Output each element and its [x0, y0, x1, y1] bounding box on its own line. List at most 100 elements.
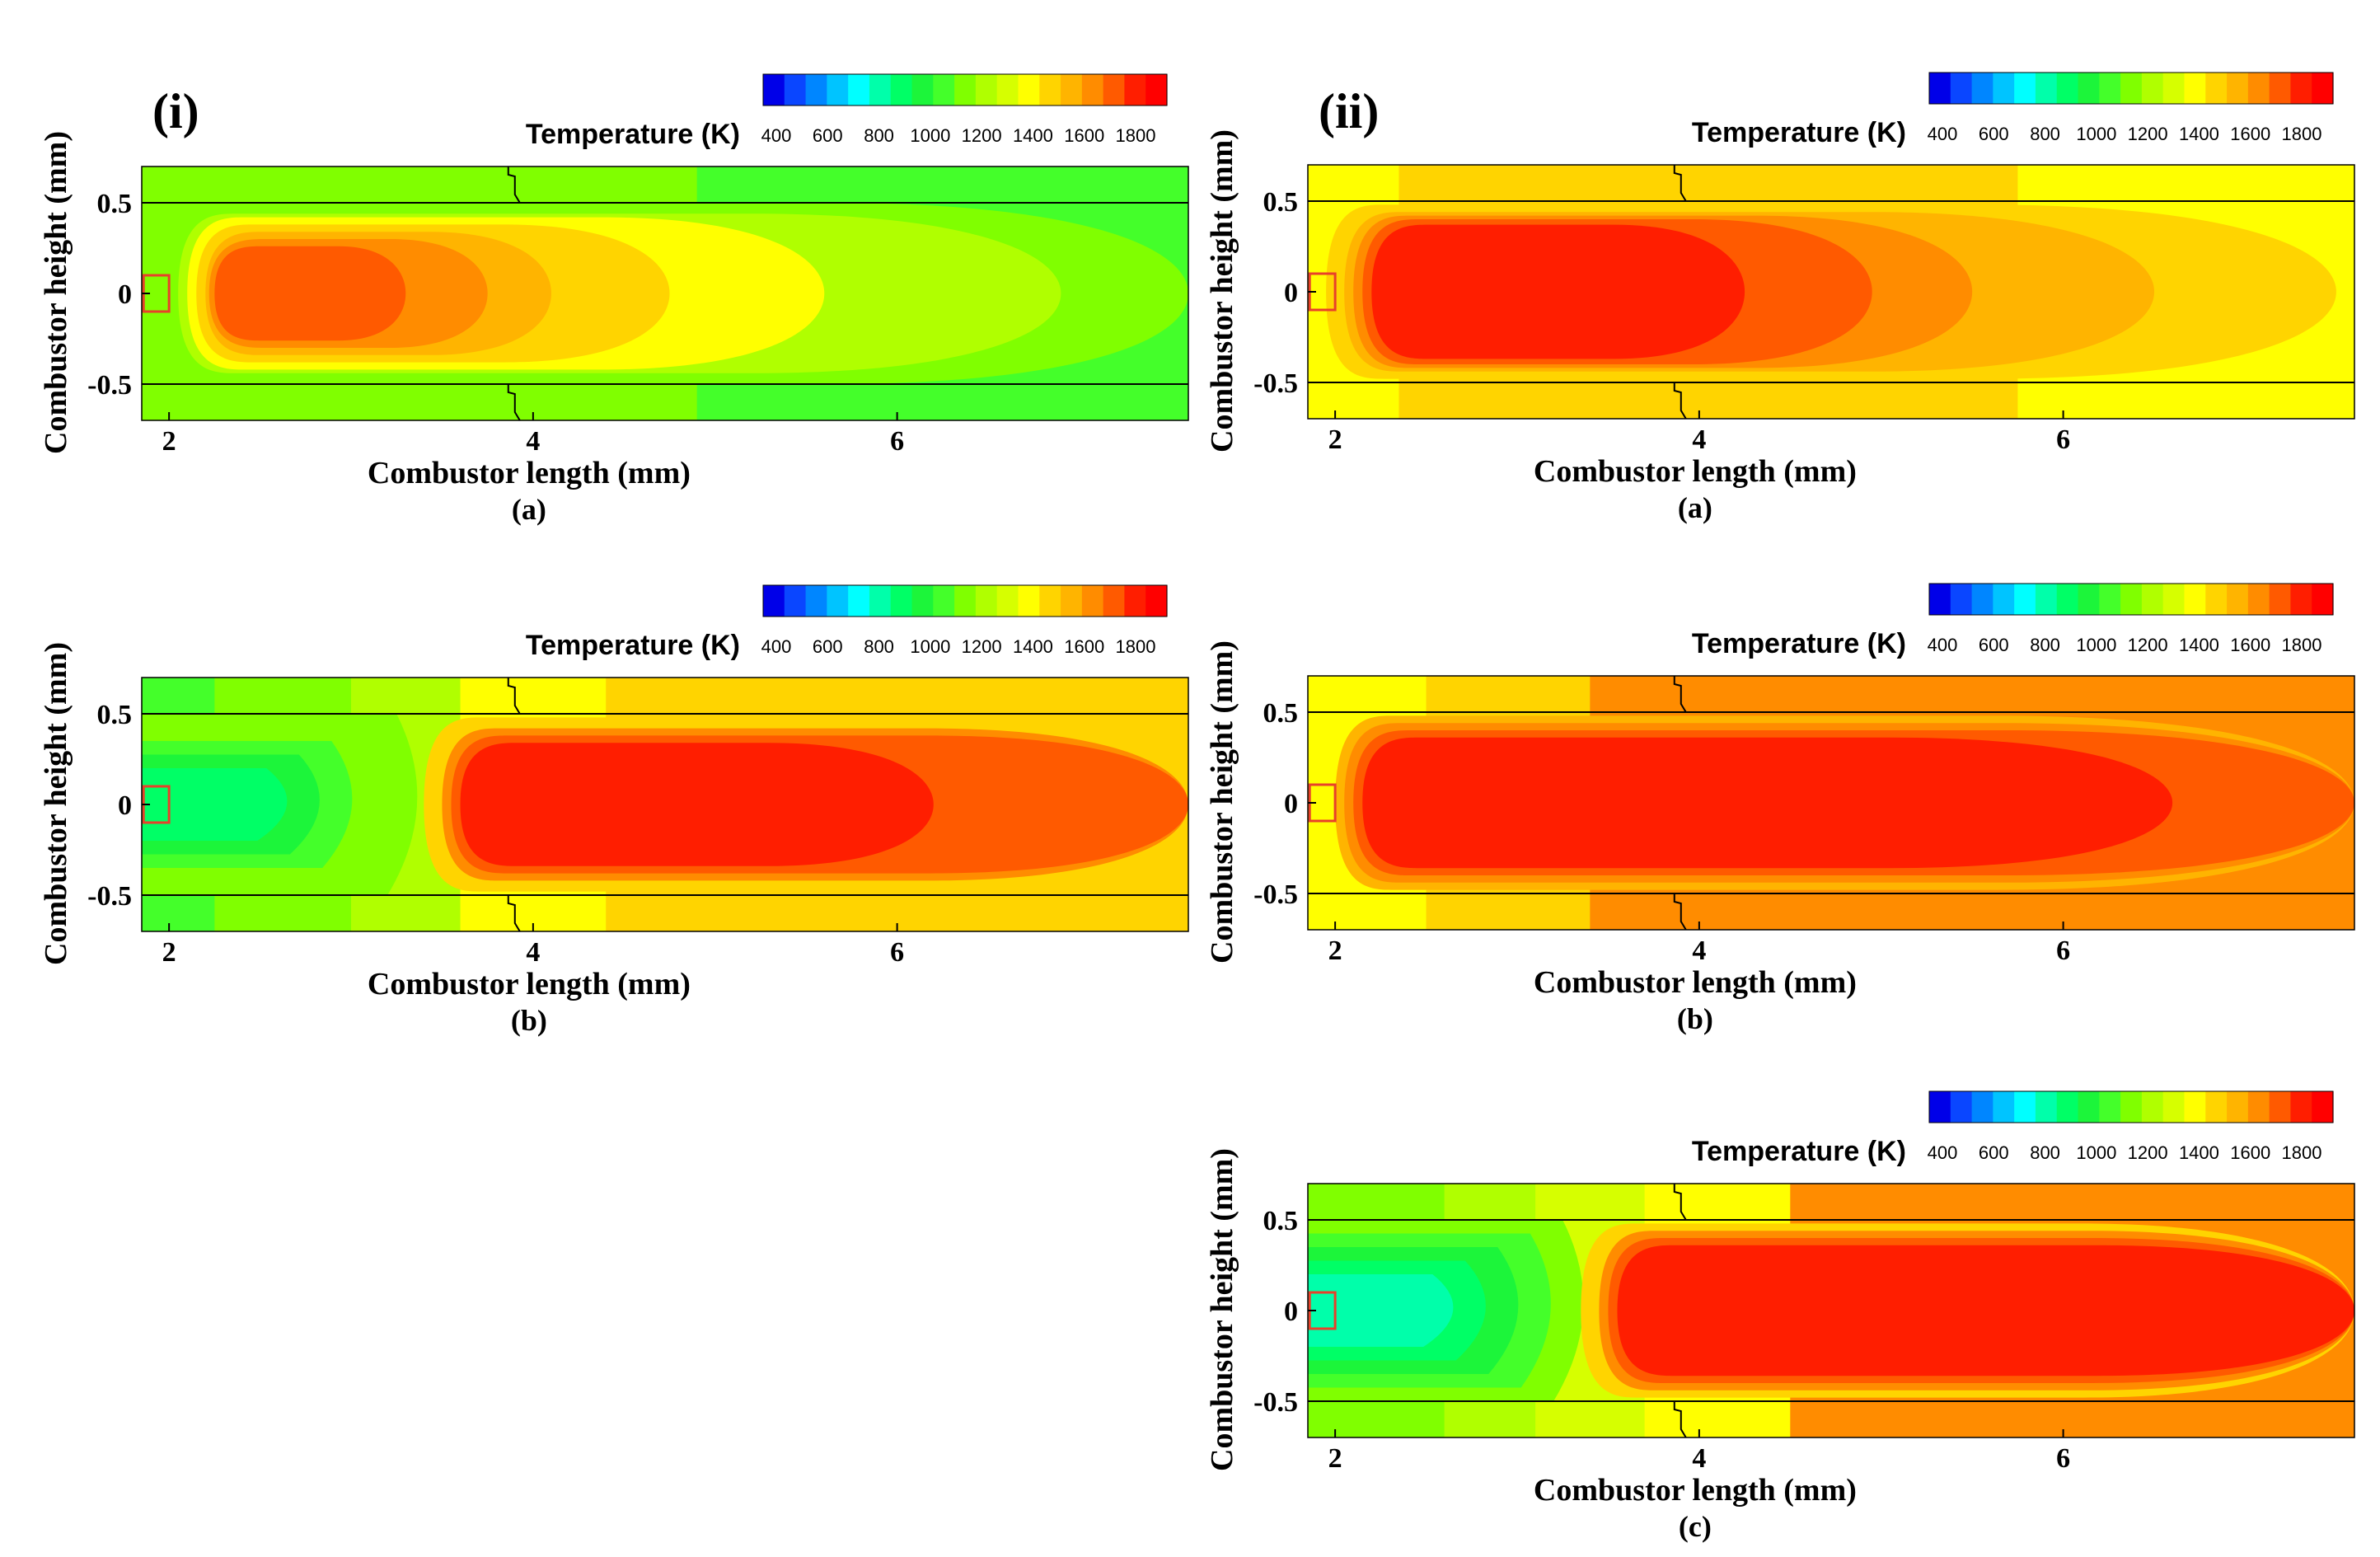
- colorbar-swatch: [2227, 584, 2249, 615]
- y-axis-label: Combustor height (mm): [1205, 129, 1239, 453]
- colorbar-swatch: [2184, 584, 2206, 615]
- colorbar-swatch: [975, 74, 998, 106]
- temperature-field: [1308, 676, 2354, 930]
- colorbar-swatch: [2078, 73, 2100, 104]
- y-tick-label: -0.5: [1253, 368, 1298, 399]
- colorbar-tick-label: 1200: [962, 636, 1002, 657]
- colorbar-tick-label: 1200: [2128, 635, 2168, 655]
- colorbar-swatch: [2290, 73, 2312, 104]
- colorbar-swatch: [763, 74, 785, 106]
- x-tick-label: 4: [1692, 1443, 1706, 1474]
- colorbar-swatch: [2227, 73, 2249, 104]
- y-tick-label: 0.5: [97, 189, 133, 219]
- temperature-field: [142, 166, 1188, 420]
- wall-interface-mark: [1673, 382, 1687, 420]
- x-tick-label: 2: [162, 937, 176, 968]
- colorbar-tick-label: 800: [2030, 635, 2060, 655]
- colorbar-tick-label: 600: [1979, 124, 2009, 144]
- colorbar-swatch: [1103, 585, 1126, 617]
- wall-interface-mark: [1673, 165, 1687, 202]
- colorbar: Temperature (K) 400 600 800 1000 1200 1400 1600…: [1692, 72, 2334, 148]
- colorbar-swatch: [2205, 1091, 2228, 1123]
- colorbar-title: Temperature (K): [1692, 1136, 1906, 1167]
- temperature-field: [1308, 165, 2354, 419]
- colorbar-tick-label: 1600: [1064, 125, 1104, 146]
- y-axis-label: Combustor height (mm): [39, 131, 73, 454]
- colorbar-tick-label: 1600: [2230, 635, 2270, 655]
- colorbar-swatch: [2035, 73, 2058, 104]
- isotherm-contour: [214, 246, 406, 341]
- colorbar-tick-label: 1000: [2076, 635, 2116, 655]
- isotherm-contour: [1362, 737, 2173, 869]
- colorbar-swatch: [2014, 584, 2036, 615]
- panel-caption: (a): [1678, 491, 1712, 524]
- y-axis-label: Combustor height (mm): [39, 642, 73, 965]
- colorbar-tick-label: 600: [1979, 635, 2009, 655]
- colorbar-tick-label: 1800: [2282, 1142, 2322, 1163]
- colorbar-swatch: [1061, 74, 1083, 106]
- colorbar: Temperature (K) 400 600 800 1000 1200 1400 1600…: [1692, 1090, 2334, 1167]
- colorbar-swatch: [2099, 584, 2121, 615]
- x-axis-label: Combustor length (mm): [1534, 1473, 1857, 1508]
- colorbar-swatch: [1929, 584, 1951, 615]
- colorbar-swatch: [1103, 74, 1126, 106]
- colorbar-swatch: [1039, 74, 1061, 106]
- colorbar-frame: [762, 73, 1168, 106]
- colorbar-tick-label: 1400: [2179, 1142, 2219, 1163]
- colorbar-swatch: [827, 74, 849, 106]
- x-tick-label: 4: [1692, 424, 1706, 455]
- colorbar-swatch: [805, 585, 827, 617]
- colorbar-tick-label: 1600: [1064, 636, 1104, 657]
- colorbar-swatch: [2014, 1091, 2036, 1123]
- colorbar-swatch: [1950, 584, 1973, 615]
- x-tick-label: 2: [1328, 936, 1342, 966]
- colorbar-tick-label: 600: [813, 125, 843, 146]
- y-tick-label: 0.5: [1263, 1206, 1299, 1236]
- colorbar-tick-label: 1000: [910, 636, 950, 657]
- colorbar-tick-label: 1400: [2179, 124, 2219, 144]
- y-tick-label: 0: [1284, 1297, 1298, 1327]
- temperature-field: [142, 678, 1188, 931]
- colorbar-swatch: [1081, 74, 1104, 106]
- colorbar-title: Temperature (K): [526, 630, 740, 661]
- colorbar-tick-label: 1400: [1013, 636, 1053, 657]
- wall-interface-mark: [1673, 1184, 1687, 1221]
- y-tick-label: 0: [1284, 789, 1298, 819]
- colorbar-swatch: [2227, 1091, 2249, 1123]
- panel-i-a: Temperature (K) 400 600 800 1000 1200 1400 1600…: [39, 73, 1189, 526]
- colorbar-swatch: [2247, 584, 2270, 615]
- colorbar-title: Temperature (K): [1692, 117, 1906, 148]
- colorbar-swatch: [890, 585, 913, 617]
- colorbar-swatch: [890, 74, 913, 106]
- colorbar-swatch: [784, 74, 807, 106]
- colorbar: Temperature (K) 400 600 800 1000 1200 1400 1600…: [526, 73, 1168, 150]
- colorbar-swatch: [1081, 585, 1104, 617]
- colorbar-swatch: [1145, 585, 1168, 617]
- colorbar-swatch: [1993, 73, 2015, 104]
- colorbar-swatch: [1018, 74, 1040, 106]
- colorbar-swatch: [2035, 1091, 2058, 1123]
- colorbar-tick-label: 1400: [1013, 125, 1053, 146]
- colorbar-swatch: [933, 585, 955, 617]
- colorbar-swatch: [1145, 74, 1168, 106]
- colorbar-swatch: [2312, 1091, 2334, 1123]
- colorbar-swatch: [2290, 1091, 2312, 1123]
- colorbar-swatch: [911, 585, 934, 617]
- panel-i-b: Temperature (K) 400 600 800 1000 1200 1400 1600…: [39, 584, 1189, 1037]
- colorbar-title: Temperature (K): [1692, 628, 1906, 659]
- colorbar-swatch: [763, 585, 785, 617]
- panel-caption: (b): [1677, 1002, 1713, 1035]
- colorbar-title: Temperature (K): [526, 119, 740, 150]
- colorbar-tick-label: 400: [1928, 124, 1958, 144]
- x-tick-label: 2: [162, 426, 176, 457]
- colorbar-swatch: [2035, 584, 2058, 615]
- colorbar-tick-label: 1000: [910, 125, 950, 146]
- colorbar-swatch: [2162, 1091, 2186, 1123]
- y-axis-label: Combustor height (mm): [1205, 1148, 1239, 1471]
- x-tick-label: 6: [890, 426, 904, 457]
- y-tick-label: 0: [118, 279, 132, 310]
- colorbar-swatch: [1971, 1091, 1993, 1123]
- colorbar-swatch: [2120, 73, 2143, 104]
- colorbar-swatch: [1018, 585, 1040, 617]
